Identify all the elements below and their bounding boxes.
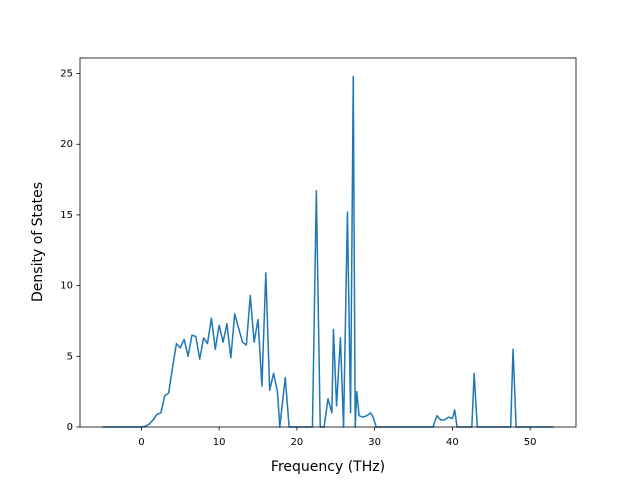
y-tick-label: 15: [60, 210, 73, 221]
x-tick-label: 40: [446, 437, 459, 448]
x-tick-label: 20: [291, 437, 304, 448]
x-tick-label: 30: [368, 437, 381, 448]
x-tick-label: 50: [524, 437, 537, 448]
y-tick-label: 25: [60, 69, 73, 80]
x-axis-label: Frequency (THz): [271, 459, 385, 475]
data-line: [102, 75, 554, 428]
y-tick-label: 20: [60, 139, 73, 150]
y-tick-label: 10: [60, 281, 73, 292]
x-tick-label: 10: [213, 437, 226, 448]
plot-frame: [79, 57, 577, 428]
y-tick-label: 0: [67, 422, 73, 433]
y-tick-label: 5: [67, 351, 73, 362]
x-tick-label: 0: [138, 437, 144, 448]
y-axis-label: Density of States: [30, 182, 46, 302]
